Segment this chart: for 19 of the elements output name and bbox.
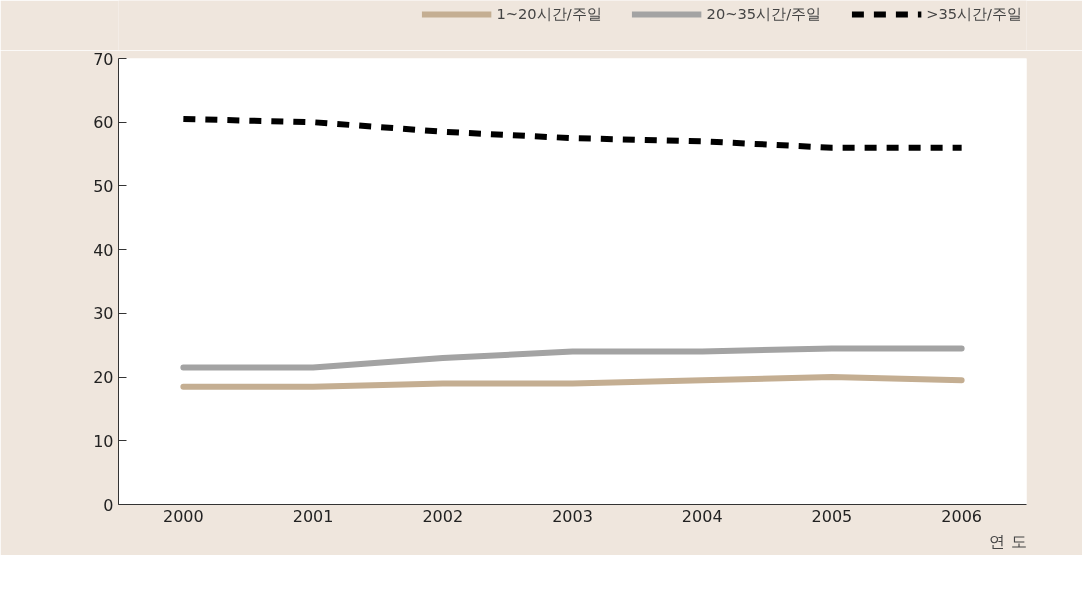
x-tick-label: 2005 bbox=[811, 506, 853, 526]
legend-label: 1~20시간/주일 bbox=[496, 4, 602, 24]
y-tick-label: 60 bbox=[93, 113, 114, 133]
y-tick-label: 20 bbox=[93, 368, 114, 388]
legend-label: >35시간/주일 bbox=[926, 4, 1022, 24]
x-tick-label: 2004 bbox=[681, 506, 723, 526]
x-tick-label: 2001 bbox=[292, 506, 334, 526]
x-axis-title: 연 도 bbox=[989, 531, 1027, 551]
y-tick-label: 0 bbox=[103, 495, 114, 515]
x-tick-label: 2006 bbox=[941, 506, 982, 526]
y-tick-label: 70 bbox=[93, 49, 114, 69]
legend-label: 20~35시간/주일 bbox=[706, 4, 822, 24]
x-tick-label: 2002 bbox=[422, 506, 464, 526]
y-tick-label: 40 bbox=[93, 240, 114, 260]
y-tick-label: 30 bbox=[93, 304, 114, 324]
y-tick-label: 10 bbox=[93, 431, 114, 451]
x-tick-label: 2003 bbox=[552, 506, 593, 526]
y-tick-label: 50 bbox=[93, 176, 114, 196]
x-tick-label: 2000 bbox=[163, 506, 204, 526]
